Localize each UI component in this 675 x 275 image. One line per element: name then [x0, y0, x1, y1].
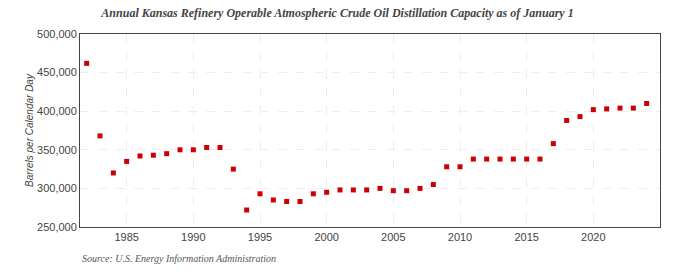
svg-text:Source: U.S. Energy Informatio: Source: U.S. Energy Information Administ… — [82, 253, 276, 264]
svg-text:2010: 2010 — [448, 231, 472, 243]
svg-text:2020: 2020 — [581, 231, 605, 243]
svg-text:2000: 2000 — [314, 231, 338, 243]
svg-text:1995: 1995 — [248, 231, 272, 243]
svg-text:2005: 2005 — [381, 231, 405, 243]
svg-text:250,000: 250,000 — [37, 221, 77, 233]
svg-text:350,000: 350,000 — [37, 144, 77, 156]
svg-text:Barrels per Calendar Day: Barrels per Calendar Day — [24, 73, 35, 187]
svg-text:300,000: 300,000 — [37, 182, 77, 194]
svg-text:1990: 1990 — [181, 231, 205, 243]
svg-text:1985: 1985 — [114, 231, 138, 243]
svg-text:500,000: 500,000 — [37, 28, 77, 40]
svg-text:450,000: 450,000 — [37, 66, 77, 78]
svg-text:400,000: 400,000 — [37, 105, 77, 117]
svg-text:2015: 2015 — [514, 231, 538, 243]
svg-text:Annual Kansas Refinery Operabl: Annual Kansas Refinery Operable Atmosphe… — [100, 6, 573, 20]
